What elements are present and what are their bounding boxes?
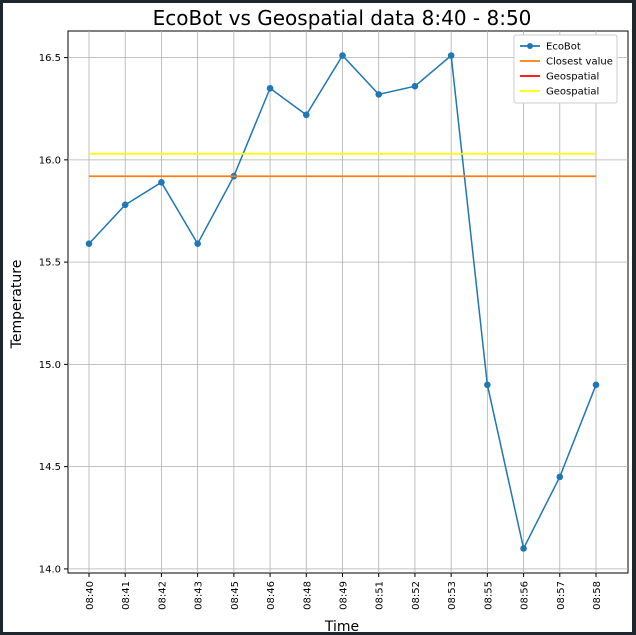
x-tick-label: 08:53 xyxy=(447,581,458,610)
x-tick-label: 08:46 xyxy=(266,581,277,610)
y-tick-label: 14.0 xyxy=(39,564,61,575)
ecobot-point xyxy=(266,84,274,92)
x-ticks: 08:40 08:41 08:42 08:43 08:45 08:46 08:48 08:49… xyxy=(85,573,603,610)
ecobot-point xyxy=(484,381,491,389)
chart-svg: EcoBot vs Geospatial data 8:40 - 8:50 Ti… xyxy=(9,6,629,632)
x-tick-label: 08:55 xyxy=(483,581,494,610)
ecobot-point xyxy=(339,52,346,59)
plot-area xyxy=(85,52,600,552)
legend-marker xyxy=(527,43,533,49)
plot-frame xyxy=(67,30,629,574)
ecobot-point xyxy=(158,179,165,186)
legend-label: Geospatial xyxy=(546,87,599,98)
ecobot-point xyxy=(85,240,93,248)
ecobot-point xyxy=(302,111,310,119)
ecobot-point xyxy=(520,545,527,552)
x-tick-label: 08:58 xyxy=(592,581,603,610)
x-tick-label: 08:57 xyxy=(556,581,567,610)
x-axis-label: Time xyxy=(324,619,359,632)
y-tick-label: 16.0 xyxy=(39,155,61,166)
y-tick-label: 15.5 xyxy=(39,258,61,269)
ecobot-point xyxy=(121,201,129,209)
grid xyxy=(67,30,629,574)
ecobot-point xyxy=(592,381,600,389)
ecobot-point xyxy=(194,240,201,248)
x-tick-label: 08:45 xyxy=(230,581,241,610)
legend-box xyxy=(513,34,618,104)
legend-label: Geospatial xyxy=(546,72,599,83)
ecobot-point xyxy=(411,82,419,90)
x-tick-label: 08:43 xyxy=(194,581,205,610)
chart-title: EcoBot vs Geospatial data 8:40 - 8:50 xyxy=(153,6,532,30)
y-tick-label: 15.0 xyxy=(39,360,61,371)
y-tick-label: 14.5 xyxy=(39,462,61,473)
legend: EcoBot Closest value Geospatial Geospatial xyxy=(513,34,618,104)
legend-label: EcoBot xyxy=(546,42,581,53)
x-tick-label: 08:52 xyxy=(411,581,422,610)
ecobot-point xyxy=(375,91,383,98)
chart-figure: EcoBot vs Geospatial data 8:40 - 8:50 Ti… xyxy=(3,3,632,632)
legend-label: Closest value xyxy=(546,57,613,68)
y-tick-label: 16.5 xyxy=(39,53,61,64)
x-tick-label: 08:41 xyxy=(121,581,132,610)
y-ticks: 14.0 14.5 15.0 15.5 16.0 16.5 xyxy=(39,53,68,575)
x-tick-label: 08:42 xyxy=(157,581,168,610)
x-tick-label: 08:56 xyxy=(520,581,531,610)
ecobot-point xyxy=(556,473,564,481)
x-tick-label: 08:49 xyxy=(339,581,350,610)
y-axis-label: Temperature xyxy=(9,260,25,350)
x-tick-label: 08:40 xyxy=(85,581,96,610)
ecobot-point xyxy=(447,52,455,59)
x-tick-label: 08:48 xyxy=(302,581,313,610)
x-tick-label: 08:51 xyxy=(375,581,386,610)
